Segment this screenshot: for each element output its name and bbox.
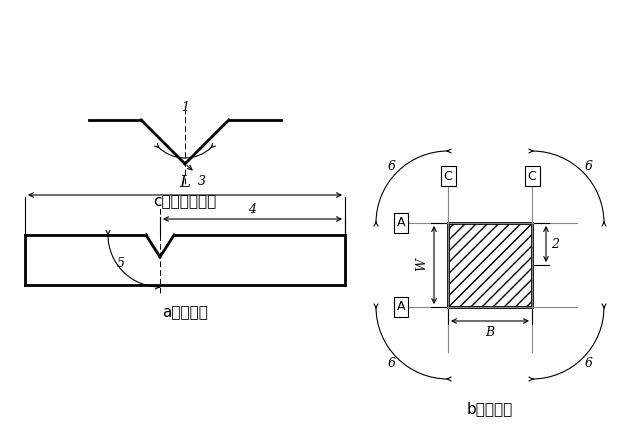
- Text: W: W: [415, 258, 428, 271]
- Text: 3: 3: [198, 175, 206, 188]
- Text: C: C: [444, 169, 452, 182]
- Text: C: C: [528, 169, 536, 182]
- Text: 6: 6: [387, 160, 396, 173]
- Text: 4: 4: [249, 203, 256, 216]
- Text: 6: 6: [584, 160, 593, 173]
- Text: b）侧视图: b）侧视图: [467, 401, 513, 416]
- Text: L: L: [179, 174, 191, 191]
- Text: 6: 6: [584, 357, 593, 370]
- Text: B: B: [485, 326, 495, 339]
- Text: 6: 6: [387, 357, 396, 370]
- Text: c）缺口放大图: c）缺口放大图: [153, 194, 217, 209]
- Text: 2: 2: [551, 237, 559, 251]
- Text: 1: 1: [181, 101, 189, 114]
- Text: A: A: [397, 301, 405, 313]
- Text: A: A: [397, 216, 405, 230]
- Bar: [448, 223, 532, 307]
- Text: 5: 5: [117, 257, 125, 270]
- Text: a）正视图: a）正视图: [162, 305, 208, 320]
